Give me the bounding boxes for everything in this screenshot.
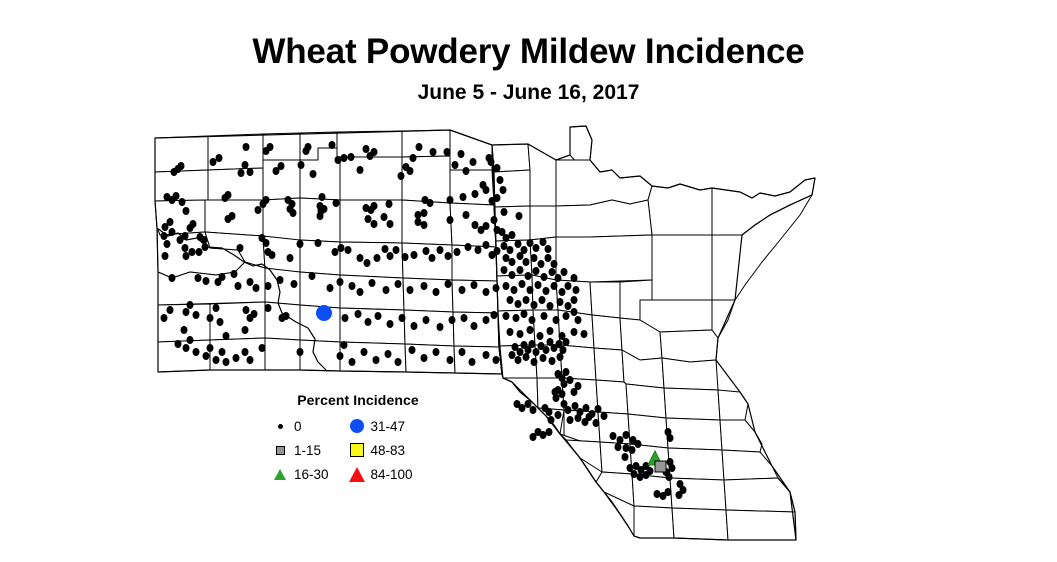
legend-label-31-47: 31-47	[370, 418, 406, 434]
legend: Percent Incidence 0 1-15 16-30	[258, 392, 458, 482]
north-dakota-counties	[154, 129, 503, 375]
legend-label-0: 0	[294, 418, 302, 434]
legend-item-31-47[interactable]: 31-47	[347, 418, 413, 434]
legend-item-1-15[interactable]: 1-15	[270, 442, 329, 458]
legend-item-84-100[interactable]: 84-100	[347, 466, 413, 482]
legend-title: Percent Incidence	[297, 392, 419, 408]
legend-label-84-100: 84-100	[370, 466, 413, 482]
legend-columns: 0 1-15 16-30 31-47 48-83	[258, 418, 458, 482]
page-title: Wheat Powdery Mildew Incidence	[252, 32, 805, 71]
legend-item-48-83[interactable]: 48-83	[347, 442, 413, 458]
marker-blue-31-47[interactable]	[316, 305, 332, 321]
gray-square-icon	[270, 445, 290, 455]
legend-item-16-30[interactable]: 16-30	[270, 466, 329, 482]
yellow-square-icon	[347, 443, 367, 457]
legend-column-right: 31-47 48-83 84-100	[347, 418, 413, 482]
page-subtitle: June 5 - June 16, 2017	[417, 80, 640, 104]
legend-label-1-15: 1-15	[294, 442, 322, 458]
blue-circle-icon	[347, 419, 367, 433]
title-block: Wheat Powdery Mildew Incidence June 5 - …	[0, 32, 1057, 105]
legend-column-left: 0 1-15 16-30	[270, 418, 329, 482]
red-triangle-icon	[347, 466, 367, 482]
sample-points-zero	[160, 141, 687, 500]
green-triangle-icon	[270, 468, 290, 480]
legend-label-16-30: 16-30	[294, 466, 329, 482]
marker-gray-1-15[interactable]	[654, 460, 667, 473]
legend-item-0[interactable]: 0	[270, 418, 329, 434]
legend-label-48-83: 48-83	[370, 442, 406, 458]
small-black-dot-icon	[270, 423, 290, 429]
